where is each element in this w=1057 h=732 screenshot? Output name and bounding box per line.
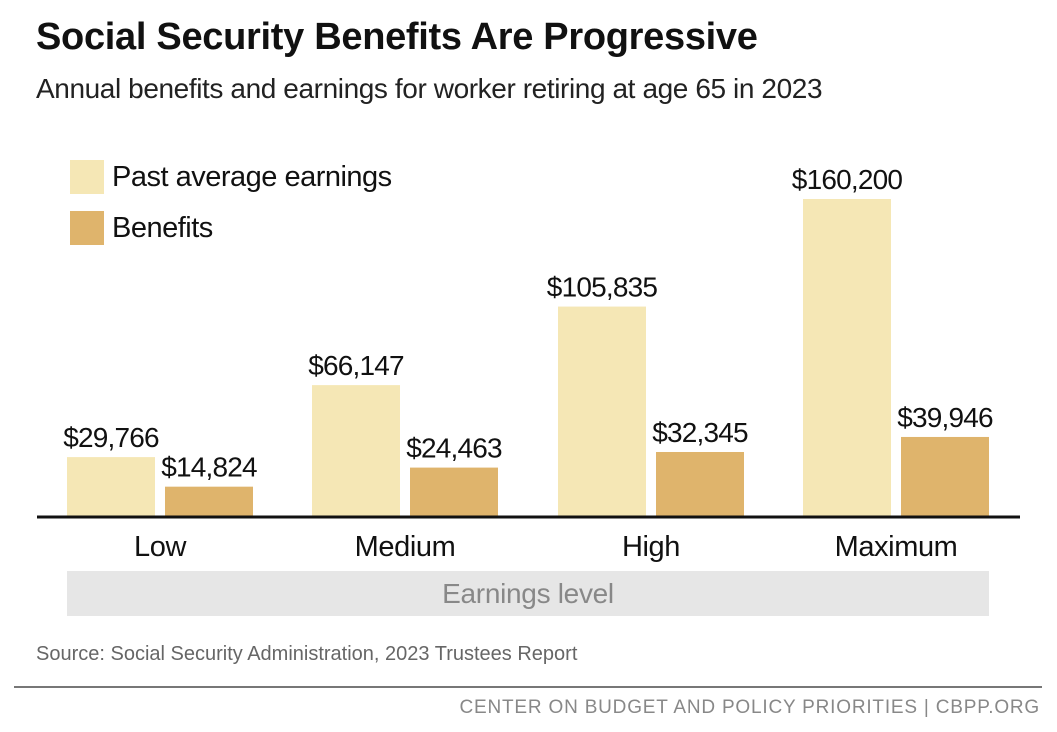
footer-divider (14, 686, 1042, 688)
data-label: $29,766 (63, 422, 159, 453)
data-label: $160,200 (792, 164, 903, 195)
data-label: $39,946 (897, 402, 993, 433)
x-tick-label: Medium (355, 531, 456, 563)
chart-title: Social Security Benefits Are Progressive (36, 16, 758, 58)
bar-benefits-maximum (901, 436, 989, 516)
bar-earnings-maximum (803, 199, 891, 516)
data-label: $14,824 (161, 452, 257, 483)
source-note: Source: Social Security Administration, … (36, 643, 578, 665)
x-tick-label: Maximum (835, 531, 958, 563)
bar-earnings-high (558, 306, 646, 516)
x-tick-label: Low (134, 531, 187, 563)
bar-chart: $29,766$14,824 Low $66,147 $24,463 Medium $10… (37, 164, 1020, 563)
bar-benefits-medium (410, 467, 498, 516)
data-label: $32,345 (652, 417, 748, 448)
legend-label-benefits: Benefits (112, 211, 213, 244)
bar-earnings-medium (312, 385, 400, 516)
bar-benefits-high (656, 451, 744, 516)
legend-swatch-earnings (70, 160, 104, 194)
bar-benefits-low (165, 486, 253, 516)
chart-subtitle: Annual benefits and earnings for worker … (36, 73, 823, 104)
footer-credit: CENTER ON BUDGET AND POLICY PRIORITIES |… (459, 697, 1040, 718)
x-tick-label: High (622, 531, 680, 563)
data-label: $66,147 (308, 350, 404, 381)
legend-label-earnings: Past average earnings (112, 160, 392, 193)
data-label: $105,835 (547, 272, 658, 303)
legend-item-benefits: Benefits (70, 211, 213, 245)
legend-item-earnings: Past average earnings (70, 160, 392, 194)
data-label: $24,463 (406, 433, 502, 464)
bar-earnings-low (67, 457, 155, 516)
x-axis-title: Earnings level (67, 571, 989, 616)
legend-swatch-benefits (70, 211, 104, 245)
